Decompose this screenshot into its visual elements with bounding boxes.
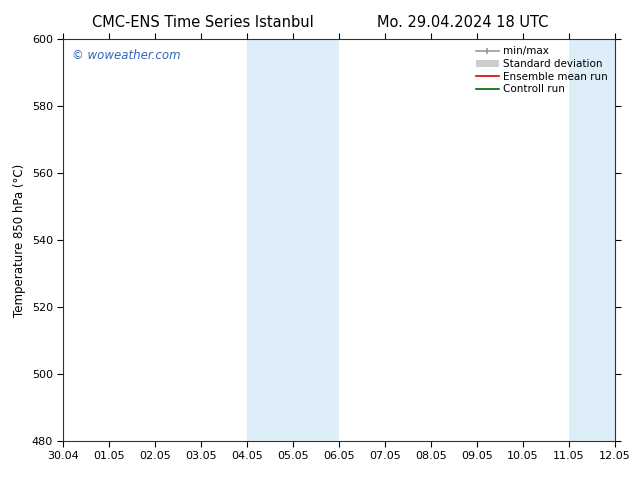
Y-axis label: Temperature 850 hPa (°C): Temperature 850 hPa (°C): [13, 164, 26, 317]
Bar: [569, 39, 615, 441]
Text: CMC-ENS Time Series Istanbul: CMC-ENS Time Series Istanbul: [92, 15, 314, 30]
Legend: min/max, Standard deviation, Ensemble mean run, Controll run: min/max, Standard deviation, Ensemble me…: [474, 45, 610, 97]
Text: Mo. 29.04.2024 18 UTC: Mo. 29.04.2024 18 UTC: [377, 15, 548, 30]
Text: © woweather.com: © woweather.com: [72, 49, 180, 62]
Bar: [247, 39, 339, 441]
